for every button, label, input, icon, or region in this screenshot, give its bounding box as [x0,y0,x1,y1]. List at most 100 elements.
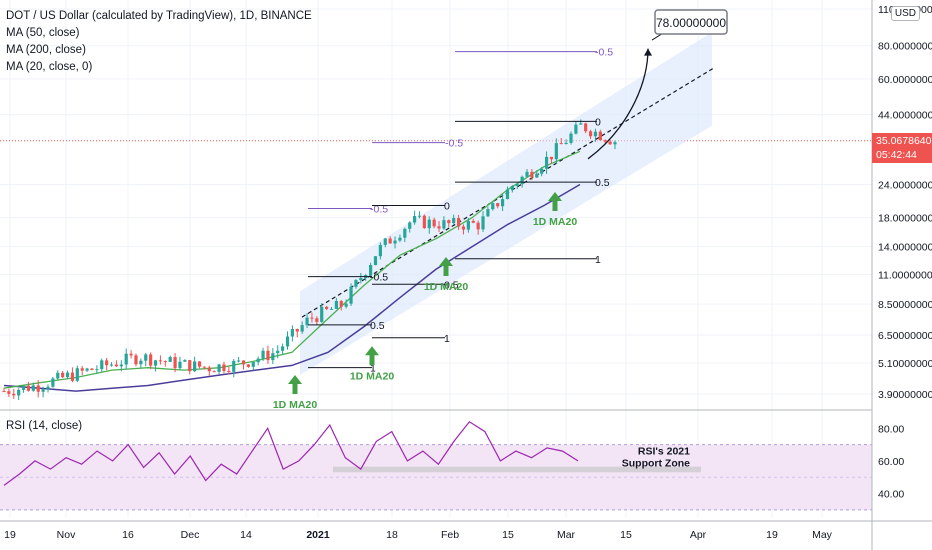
candle-body [51,378,55,387]
ma20-label: 1D MA20 [424,281,469,293]
candle-body [320,306,324,322]
price-tick-label: 60.00000000 [878,74,932,86]
candle-body [7,391,11,394]
projection-curve [587,48,649,160]
candle-body [173,357,177,369]
time-tick-label: Mar [557,529,576,541]
ma20-label: 1D MA20 [350,370,395,382]
candle-body [388,238,392,244]
candle-body [163,361,167,363]
rsi-line [3,421,579,486]
candle-body [608,141,612,145]
candle-body [588,131,593,137]
price-tick-label: 44.00000000 [878,110,932,122]
indicator-ma20[interactable]: MA (20, close, 0) [6,61,93,73]
candle-body [95,369,99,371]
rsi-tick-label: 80.00 [878,423,904,435]
price-tick-label: 80.00000000 [878,41,932,53]
fib-label: 0 [444,201,450,213]
indicator-ma200[interactable]: MA (200, close) [6,44,86,56]
candle-body [17,389,21,396]
candle-body [481,216,485,230]
time-tick-label: Feb [441,529,459,541]
candle-body [417,215,422,217]
symbol-title[interactable]: DOT / US Dollar (calculated by TradingVi… [6,10,312,22]
candle-body [183,360,187,362]
candle-body [544,156,549,169]
candle-body [261,350,265,359]
candle-body [222,364,226,372]
candle-body [119,364,123,367]
rsi-title[interactable]: RSI (14, close) [6,420,83,432]
fib-label: -0.5 [445,138,463,150]
candle-body [422,215,426,229]
candle-body [75,368,79,381]
candle-body [285,336,290,347]
candle-body [373,256,378,266]
candle-body [310,317,314,319]
rsi-support-zone [333,466,701,473]
candle-body [227,371,231,373]
candle-body [569,133,573,143]
fib-label: 0.5 [444,279,459,291]
ma20-arrow [288,374,302,394]
indicator-ma50[interactable]: MA (50, close) [6,27,80,39]
price-tick-label: 18.00000000 [878,213,932,225]
candle-body [442,220,446,229]
time-tick-label: Nov [57,529,76,541]
rsi-support-label: Support Zone [622,457,690,469]
candle-body [461,226,466,230]
candle-body [452,218,456,224]
price-tick-label: 5.10000000 [878,358,932,370]
candle-body [408,222,412,229]
currency-badge[interactable]: USD [890,6,920,21]
candle-body [109,364,114,366]
candle-body [105,360,109,366]
ma20-label: 1D MA20 [273,399,318,411]
candle-body [266,350,270,361]
candle-body [80,368,84,371]
candle-body [476,222,480,230]
candle-body [378,244,382,257]
time-tick-label: 19 [4,529,16,541]
candle-body [61,372,65,378]
candle-body [134,355,138,365]
candle-body [144,354,148,361]
ascending-channel [300,32,715,375]
fib-label: 1 [370,363,376,375]
candle-body [241,360,246,365]
candle-body [447,220,451,224]
candle-body [232,360,236,372]
candle-body [344,303,348,307]
candle-body [178,361,182,369]
candle-body [496,203,500,207]
candle-body [85,368,89,371]
candle-body [393,240,397,244]
candle-body [520,176,524,185]
candle-body [574,124,578,134]
candle-body [554,143,558,160]
candle-body [100,360,104,370]
candle-body [2,391,6,393]
fib-label: 1 [595,254,601,266]
ma20-line [3,150,581,389]
candle-body [486,209,490,217]
candle-body [403,228,407,238]
candle-body [559,143,563,145]
candle-body [383,238,387,245]
candle-body [315,318,319,322]
fib-label: -0.5 [595,47,613,59]
fib-label: 0.5 [370,320,385,332]
ma20-arrow [548,191,562,211]
ma20-label: 1D MA20 [533,216,578,228]
rsi-band [0,444,872,510]
candle-body [584,123,588,132]
candle-body [90,368,94,370]
ma50-line [3,183,581,392]
price-tick-label: 8.50000000 [878,299,932,311]
candle-body [70,372,75,381]
candle-body [237,360,241,362]
candle-body [124,353,128,365]
candle-body [510,185,514,190]
